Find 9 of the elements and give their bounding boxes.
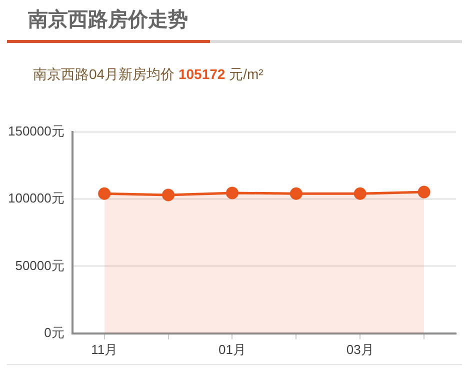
y-tick-label: 50000元 — [15, 258, 64, 273]
x-tick-label: 11月 — [91, 342, 118, 357]
y-tick-label: 0元 — [44, 324, 64, 340]
y-tick-label: 150000元 — [8, 123, 64, 138]
chart-title: 南京西路房价走势 — [28, 8, 188, 33]
x-tick-label: 03月 — [346, 342, 374, 357]
x-tick-label: 01月 — [218, 342, 246, 357]
chart-subtitle: 南京西路04月新房均价 105172 元/m² — [33, 66, 264, 82]
y-tick-label: 100000元 — [8, 190, 64, 206]
